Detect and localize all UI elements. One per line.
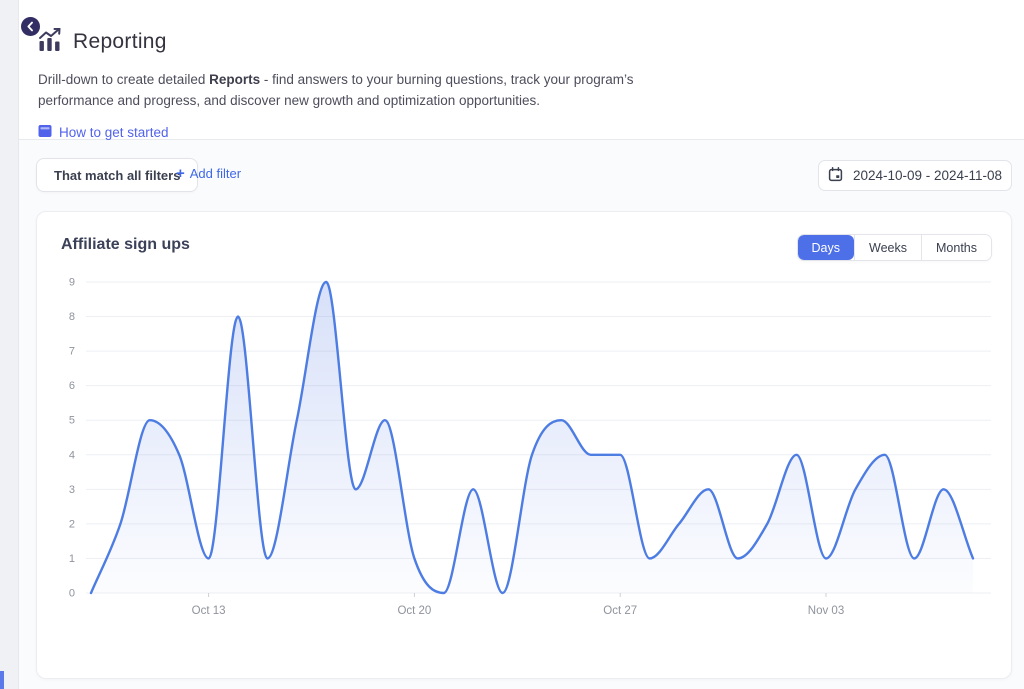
page-description: Drill-down to create detailed Reports - … xyxy=(38,72,634,108)
affiliate-signups-card: Affiliate sign ups Days Weeks Months 0 1 2… xyxy=(36,211,1012,679)
calendar-icon xyxy=(828,166,843,185)
svg-text:8: 8 xyxy=(69,311,75,323)
period-toggle: Days Weeks Months xyxy=(796,234,992,261)
page-title: Reporting xyxy=(73,30,167,53)
svg-text:1: 1 xyxy=(69,553,75,565)
area-fill xyxy=(91,282,973,593)
tab-weeks[interactable]: Weeks xyxy=(854,235,921,260)
svg-text:7: 7 xyxy=(69,346,75,358)
line-path xyxy=(89,280,975,595)
svg-text:Oct 13: Oct 13 xyxy=(192,605,226,617)
chart-title: Affiliate sign ups xyxy=(61,236,190,253)
x-axis-labels: Oct 13 Oct 20 Oct 27 Nov 03 xyxy=(192,605,845,617)
svg-text:9: 9 xyxy=(69,277,75,289)
add-filter-label: Add filter xyxy=(189,166,242,181)
svg-text:5: 5 xyxy=(69,415,75,427)
match-all-filters-button[interactable]: That match all filters xyxy=(36,158,199,192)
affiliate-signups-chart: 0 1 2 3 4 5 6 7 8 9 Oct 13 Oct 20 Oct 27 Nov 03 xyxy=(69,277,991,617)
header-divider xyxy=(19,139,1024,140)
chevron-left-icon xyxy=(21,17,40,39)
svg-text:Nov 03: Nov 03 xyxy=(808,605,844,617)
plus-icon: + xyxy=(176,165,185,182)
bottom-left-accent-strip xyxy=(0,671,4,689)
add-filter-link[interactable]: + Add filter xyxy=(176,166,241,181)
svg-text:Oct 27: Oct 27 xyxy=(603,605,637,617)
how-to-get-started-label: How to get started xyxy=(59,125,169,140)
how-to-get-started-link[interactable]: How to get started xyxy=(38,124,169,141)
svg-text:6: 6 xyxy=(69,380,75,392)
svg-text:4: 4 xyxy=(69,449,75,461)
tab-days[interactable]: Days xyxy=(797,235,855,260)
y-axis-labels: 0 1 2 3 4 5 6 7 8 9 xyxy=(69,277,75,600)
reporting-chart-icon xyxy=(38,27,63,56)
svg-text:3: 3 xyxy=(69,484,75,496)
date-range-value: 2024-10-09 - 2024-11-08 xyxy=(852,168,1003,183)
svg-text:0: 0 xyxy=(69,588,75,600)
svg-text:Oct 20: Oct 20 xyxy=(397,605,431,617)
page-header: Reporting Drill-down to create detailed … xyxy=(38,27,998,141)
back-button[interactable] xyxy=(21,17,40,36)
left-edge-strip xyxy=(0,0,19,689)
book-icon xyxy=(38,124,52,141)
svg-text:2: 2 xyxy=(69,518,75,530)
x-axis-ticks xyxy=(208,593,827,597)
tab-months[interactable]: Months xyxy=(921,235,991,260)
date-range-picker[interactable]: 2024-10-09 - 2024-11-08 xyxy=(818,160,1012,191)
